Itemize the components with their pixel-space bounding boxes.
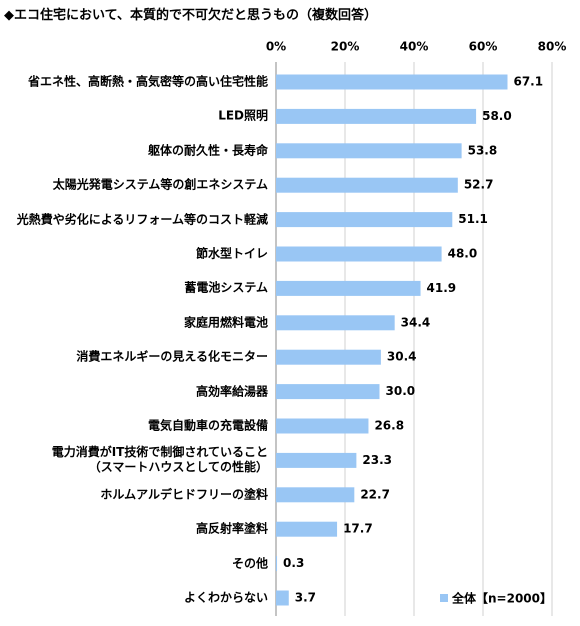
value-label: 52.7: [464, 178, 494, 192]
value-label: 53.8: [468, 143, 498, 157]
bar: [276, 452, 357, 468]
bar: [276, 74, 508, 90]
category-label: 躯体の耐久性・長寿命: [147, 143, 268, 158]
bar: [276, 556, 278, 572]
bar: [276, 246, 442, 262]
category-label: よくわからない: [183, 590, 268, 605]
category-label: 光熱費や劣化によるリフォーム等のコスト軽減: [16, 212, 268, 227]
value-label: 23.3: [362, 453, 392, 467]
category-label: 電力消費がIT技術で制御されていること （スマートハウスとしての性能）: [51, 445, 268, 475]
bar: [276, 315, 395, 331]
value-label: 3.7: [295, 591, 316, 605]
value-label: 30.4: [387, 350, 417, 364]
value-label: 17.7: [343, 522, 373, 536]
bar: [276, 280, 421, 296]
value-label: 22.7: [360, 487, 390, 501]
category-label: LED照明: [218, 108, 268, 123]
bar: [276, 590, 289, 606]
bar: [276, 384, 380, 400]
x-tick-label: 0%: [266, 40, 286, 54]
value-label: 58.0: [482, 109, 512, 123]
value-label: 0.3: [283, 556, 304, 570]
bar: [276, 349, 381, 365]
category-label: 電気自動車の充電設備: [147, 418, 268, 433]
value-label: 67.1: [513, 75, 543, 89]
value-label: 34.4: [401, 315, 431, 329]
bar: [276, 487, 355, 503]
category-label: 消費エネルギーの見える化モニター: [76, 349, 268, 364]
legend-swatch: [440, 594, 448, 602]
chart-title: ◆エコ住宅において、本質的で不可欠だと思うもの（複数回答）: [4, 8, 377, 23]
bar: [276, 108, 477, 124]
category-label: 節水型トイレ: [195, 246, 268, 261]
category-label: 高反射率塗料: [195, 521, 268, 536]
category-label: 省エネ性、高断熱・高気密等の高い住宅性能: [27, 74, 268, 89]
x-tick-label: 60%: [469, 40, 498, 54]
bar: [276, 177, 458, 193]
bar: [276, 212, 453, 228]
bar: [276, 418, 369, 434]
value-label: 30.0: [386, 384, 416, 398]
value-label: 51.1: [458, 212, 488, 226]
bar: [276, 143, 462, 159]
category-label: 太陽光発電システム等の創エネシステム: [52, 177, 268, 192]
category-label: 蓄電池システム: [184, 280, 268, 295]
category-label: 高効率給湯器: [195, 384, 268, 399]
x-tick-label: 80%: [538, 40, 567, 54]
category-label: 家庭用燃料電池: [183, 315, 268, 330]
value-label: 48.0: [448, 247, 478, 261]
category-label: ホルムアルデヒドフリーの塗料: [100, 487, 268, 502]
category-label: その他: [231, 556, 268, 571]
legend-label: 全体【n=2000】: [451, 591, 552, 606]
value-label: 41.9: [427, 281, 457, 295]
x-tick-label: 20%: [331, 40, 360, 54]
value-label: 26.8: [374, 419, 404, 433]
x-tick-label: 40%: [400, 40, 429, 54]
bar: [276, 521, 338, 537]
